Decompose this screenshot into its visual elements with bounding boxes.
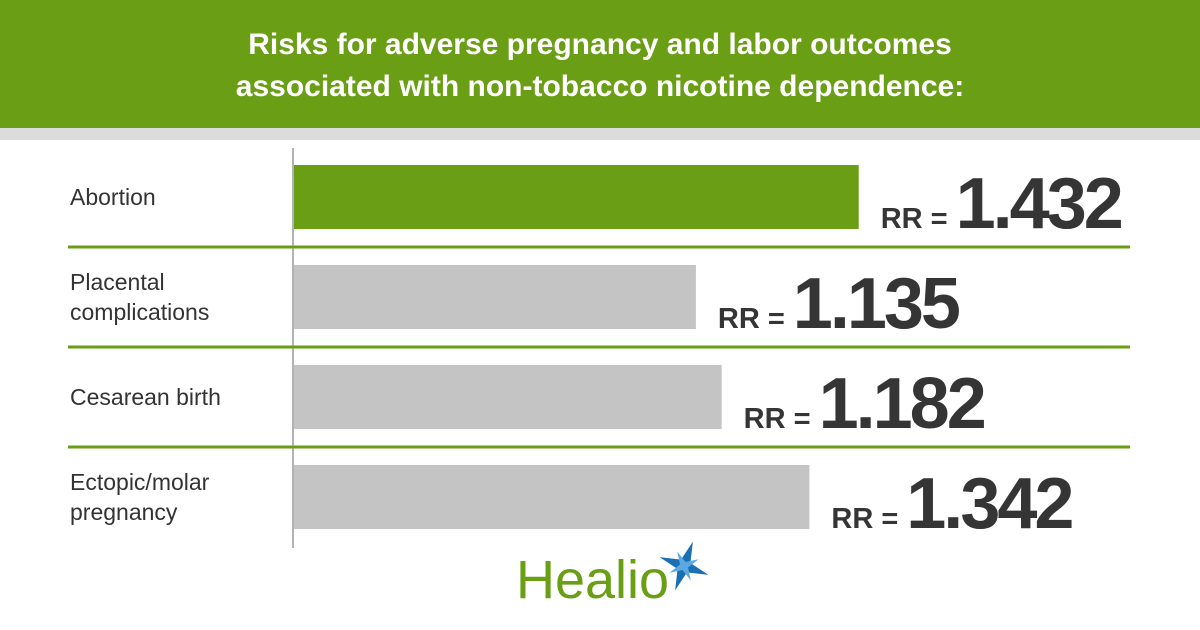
bar: [294, 465, 810, 529]
category-label: Placental complications: [70, 269, 210, 325]
value-label: RR = 1.182: [744, 364, 985, 444]
value-prefix: RR =: [881, 203, 948, 235]
brand: Healio: [516, 550, 669, 610]
bar: [294, 265, 696, 329]
header: Risks for adverse pregnancy and labor ou…: [0, 0, 1200, 128]
value-label: RR = 1.432: [881, 164, 1122, 244]
category-label: Cesarean birth: [70, 384, 221, 410]
value-number: 1.135: [793, 264, 960, 344]
value-number: 1.182: [819, 364, 985, 444]
bar: [294, 165, 859, 229]
value-prefix: RR =: [831, 503, 898, 535]
value-label: RR = 1.135: [718, 264, 960, 344]
header-strip: [0, 128, 1200, 140]
logo-star: [659, 541, 709, 591]
value-number: 1.342: [906, 464, 1072, 544]
value-number: 1.432: [956, 164, 1122, 244]
category-label: Ectopic/molar pregnancy: [70, 469, 210, 525]
value-label: RR = 1.342: [831, 464, 1072, 544]
value-prefix: RR =: [744, 403, 811, 435]
logo: Healio: [516, 541, 709, 610]
bar: [294, 365, 722, 429]
category-label: Abortion: [70, 184, 156, 210]
value-prefix: RR =: [718, 303, 785, 335]
title-line: Risks for adverse pregnancy and labor ou…: [248, 28, 952, 61]
title-line: associated with non-tobacco nicotine dep…: [235, 70, 965, 103]
